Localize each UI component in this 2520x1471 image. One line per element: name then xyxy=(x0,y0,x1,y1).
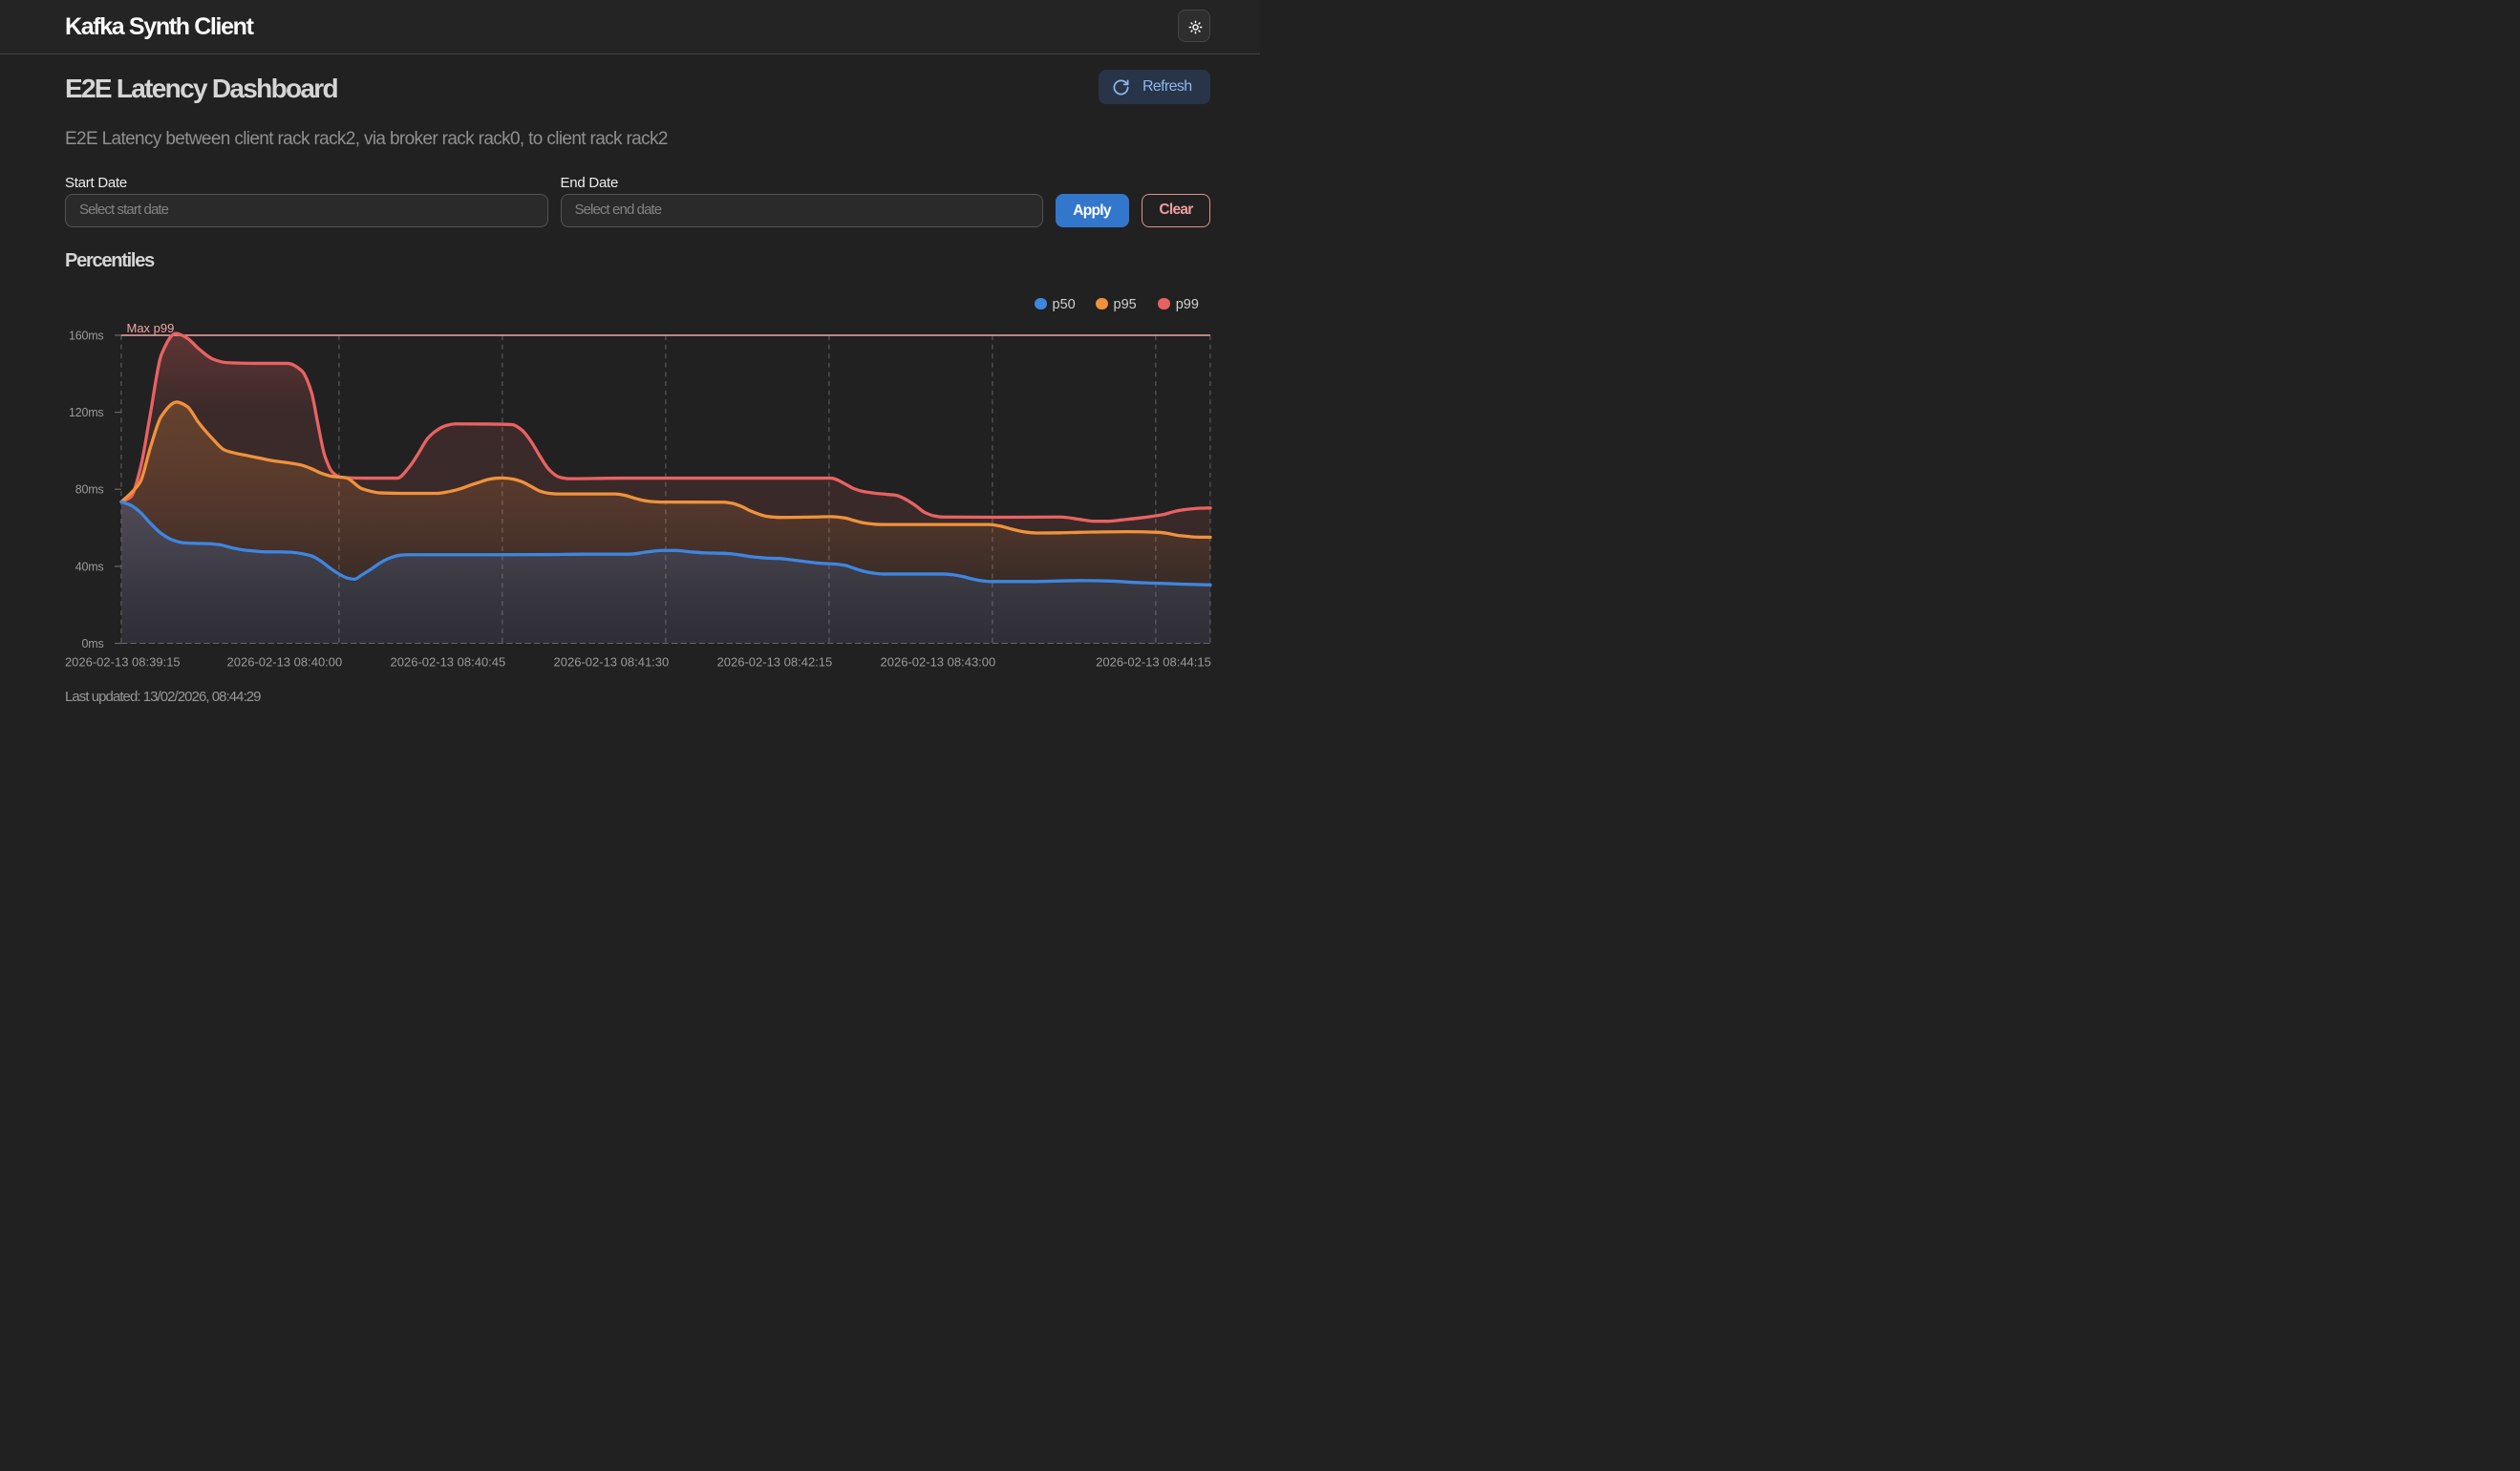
svg-text:2026-02-13 08:44:15: 2026-02-13 08:44:15 xyxy=(1096,654,1211,669)
svg-text:2026-02-13 08:43:00: 2026-02-13 08:43:00 xyxy=(881,654,996,669)
svg-text:160ms: 160ms xyxy=(69,329,104,342)
svg-text:2026-02-13 08:40:00: 2026-02-13 08:40:00 xyxy=(227,654,343,669)
svg-text:2026-02-13 08:41:30: 2026-02-13 08:41:30 xyxy=(554,654,670,669)
svg-text:2026-02-13 08:40:45: 2026-02-13 08:40:45 xyxy=(391,654,506,669)
svg-text:40ms: 40ms xyxy=(75,560,104,573)
svg-text:2026-02-13 08:42:15: 2026-02-13 08:42:15 xyxy=(717,654,833,669)
svg-text:Max p99: Max p99 xyxy=(127,321,175,335)
svg-text:80ms: 80ms xyxy=(75,483,104,497)
svg-text:2026-02-13 08:39:15: 2026-02-13 08:39:15 xyxy=(65,654,181,669)
svg-text:0ms: 0ms xyxy=(81,637,103,650)
svg-text:120ms: 120ms xyxy=(69,406,104,419)
